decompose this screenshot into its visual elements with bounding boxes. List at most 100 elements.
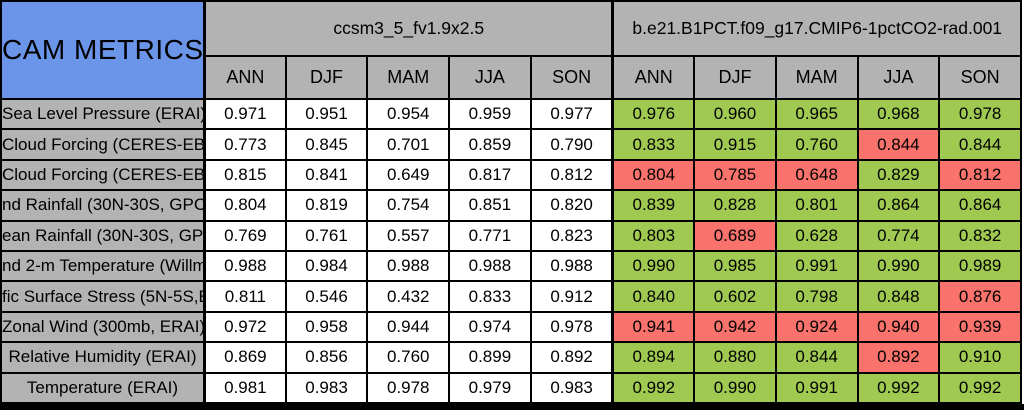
table-row: nd 2-m Temperature (Willmo 0.988 0.984 0.98… <box>2 251 1022 283</box>
value-cell: 0.760 <box>368 343 451 374</box>
season-header-row: ANN DJF MAM JJA SON ANN DJF MAM JJA SON <box>2 57 1022 100</box>
value-cell: 0.990 <box>613 251 696 283</box>
value-cell: 0.992 <box>858 373 941 404</box>
value-cell: 0.951 <box>286 100 369 131</box>
value-cell: 0.990 <box>858 251 941 283</box>
season-header-ann: ANN <box>205 57 287 100</box>
value-cell: 0.894 <box>613 343 696 374</box>
table-row: Cloud Forcing (CERES-EB 0.815 0.841 0.649 0.… <box>2 160 1022 192</box>
table-row: Sea Level Pressure (ERAI) 0.971 0.951 0.954… <box>2 100 1022 131</box>
value-cell: 0.864 <box>858 191 941 222</box>
value-cell: 0.954 <box>368 100 451 131</box>
value-cell: 0.628 <box>776 221 859 252</box>
value-cell: 0.828 <box>695 191 777 222</box>
value-cell: 0.812 <box>940 160 1022 192</box>
value-cell: 0.844 <box>858 130 941 161</box>
value-cell: 0.761 <box>286 221 369 252</box>
metric-label: ean Rainfall (30N-30S, GPC <box>2 221 205 252</box>
value-cell: 0.992 <box>940 373 1022 404</box>
value-cell: 0.602 <box>695 282 777 313</box>
table-bottom-border <box>0 403 1024 410</box>
value-cell: 0.851 <box>450 191 532 222</box>
value-cell: 0.989 <box>940 251 1022 283</box>
value-cell: 0.557 <box>368 221 451 252</box>
value-cell: 0.811 <box>205 282 287 313</box>
value-cell: 0.985 <box>695 251 777 283</box>
table-row: Cloud Forcing (CERES-EB 0.773 0.845 0.701 0.… <box>2 130 1022 161</box>
value-cell: 0.976 <box>613 100 696 131</box>
value-cell: 0.899 <box>450 343 532 374</box>
value-cell: 0.971 <box>205 100 287 131</box>
value-cell: 0.979 <box>450 373 532 404</box>
value-cell: 0.972 <box>205 312 287 344</box>
value-cell: 0.974 <box>450 312 532 344</box>
value-cell: 0.844 <box>940 130 1022 161</box>
metrics-table-body: Sea Level Pressure (ERAI) 0.971 0.951 0.954… <box>2 100 1022 404</box>
value-cell: 0.815 <box>205 160 287 192</box>
season-header-djf: DJF <box>695 57 777 100</box>
value-cell: 0.829 <box>858 160 941 192</box>
value-cell: 0.817 <box>450 160 532 192</box>
metric-label: Sea Level Pressure (ERAI) <box>2 100 205 131</box>
value-cell: 0.864 <box>940 191 1022 222</box>
value-cell: 0.915 <box>695 130 777 161</box>
season-header-ann: ANN <box>613 57 696 100</box>
table-row: Temperature (ERAI) 0.981 0.983 0.978 0.979 0.… <box>2 373 1022 404</box>
metric-label: Temperature (ERAI) <box>2 373 205 404</box>
value-cell: 0.983 <box>531 373 614 404</box>
value-cell: 0.546 <box>286 282 369 313</box>
metric-label: nd 2-m Temperature (Willmo <box>2 251 205 283</box>
value-cell: 0.977 <box>531 100 614 131</box>
value-cell: 0.960 <box>695 100 777 131</box>
value-cell: 0.689 <box>695 221 777 252</box>
value-cell: 0.769 <box>205 221 287 252</box>
season-header-jja: JJA <box>858 57 941 100</box>
value-cell: 0.984 <box>286 251 369 283</box>
value-cell: 0.701 <box>368 130 451 161</box>
value-cell: 0.773 <box>205 130 287 161</box>
value-cell: 0.944 <box>368 312 451 344</box>
value-cell: 0.833 <box>450 282 532 313</box>
value-cell: 0.648 <box>776 160 859 192</box>
metric-label: Zonal Wind (300mb, ERAI) <box>2 312 205 344</box>
value-cell: 0.841 <box>286 160 369 192</box>
value-cell: 0.939 <box>940 312 1022 344</box>
value-cell: 0.856 <box>286 343 369 374</box>
column-group-2-header: b.e21.B1PCT.f09_g17.CMIP6-1pctCO2-rad.00… <box>613 2 1022 57</box>
table-row: Relative Humidity (ERAI) 0.869 0.856 0.760 0… <box>2 343 1022 374</box>
value-cell: 0.848 <box>858 282 941 313</box>
value-cell: 0.804 <box>613 160 696 192</box>
value-cell: 0.859 <box>450 130 532 161</box>
value-cell: 0.432 <box>368 282 451 313</box>
value-cell: 0.892 <box>531 343 614 374</box>
season-header-son: SON <box>940 57 1022 100</box>
season-header-djf: DJF <box>286 57 369 100</box>
season-header-mam: MAM <box>776 57 859 100</box>
table-row: nd Rainfall (30N-30S, GPC 0.804 0.819 0.754… <box>2 191 1022 222</box>
value-cell: 0.988 <box>205 251 287 283</box>
value-cell: 0.988 <box>450 251 532 283</box>
value-cell: 0.771 <box>450 221 532 252</box>
value-cell: 0.978 <box>940 100 1022 131</box>
value-cell: 0.803 <box>613 221 696 252</box>
value-cell: 0.965 <box>776 100 859 131</box>
value-cell: 0.991 <box>776 373 859 404</box>
value-cell: 0.958 <box>286 312 369 344</box>
value-cell: 0.774 <box>858 221 941 252</box>
column-group-1-header: ccsm3_5_fv1.9x2.5 <box>205 2 614 57</box>
value-cell: 0.760 <box>776 130 859 161</box>
value-cell: 0.845 <box>286 130 369 161</box>
metric-label: Relative Humidity (ERAI) <box>2 343 205 374</box>
value-cell: 0.649 <box>368 160 451 192</box>
season-header-son: SON <box>531 57 614 100</box>
value-cell: 0.876 <box>940 282 1022 313</box>
metric-label: nd Rainfall (30N-30S, GPC <box>2 191 205 222</box>
metric-label: Cloud Forcing (CERES-EB <box>2 130 205 161</box>
value-cell: 0.840 <box>613 282 696 313</box>
value-cell: 0.910 <box>940 343 1022 374</box>
value-cell: 0.892 <box>858 343 941 374</box>
value-cell: 0.992 <box>613 373 696 404</box>
season-header-jja: JJA <box>450 57 532 100</box>
